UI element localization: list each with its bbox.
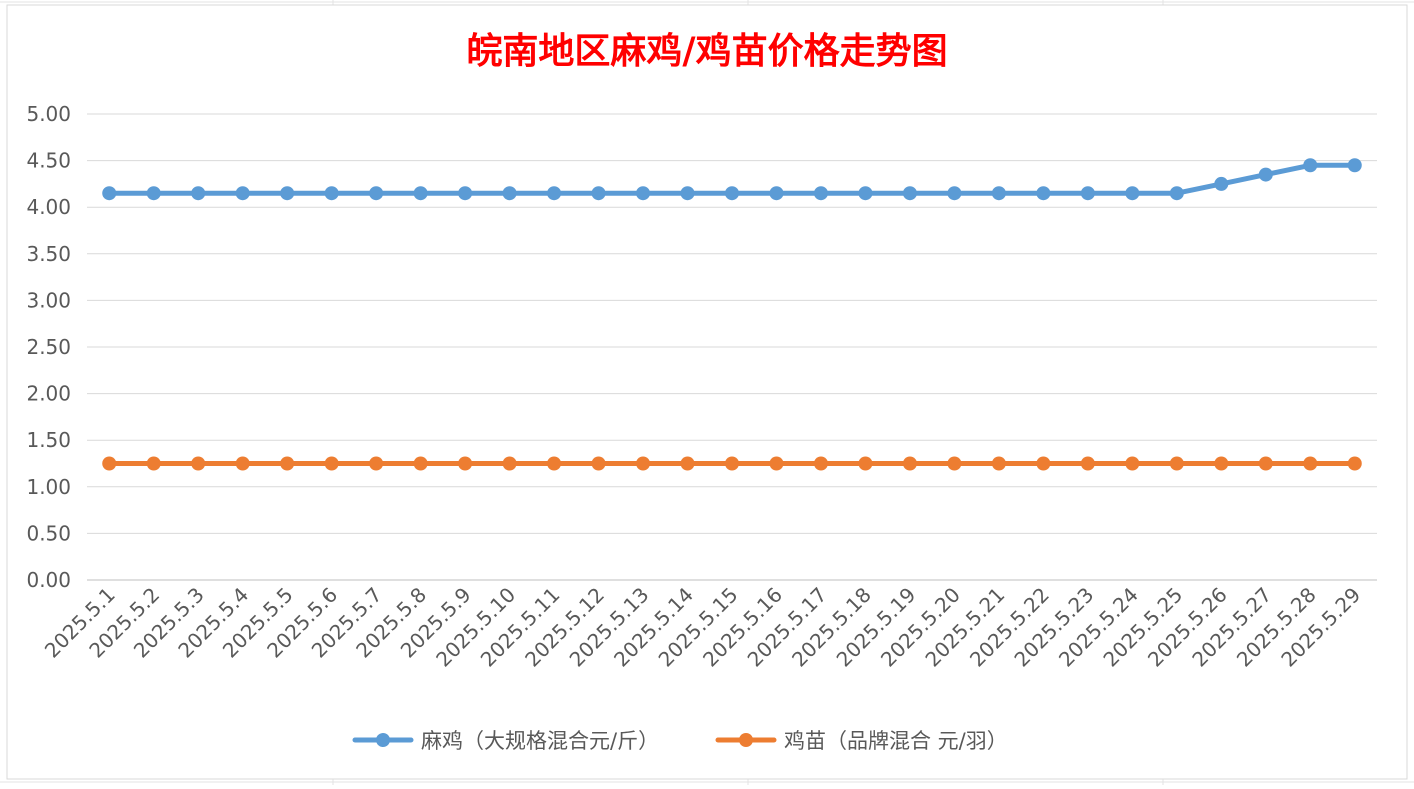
y-tick-label: 2.00 xyxy=(26,382,71,406)
data-point xyxy=(146,186,161,201)
data-point xyxy=(725,456,739,471)
data-point xyxy=(413,456,428,471)
data-point xyxy=(1258,456,1273,471)
data-point xyxy=(991,456,1006,471)
data-point xyxy=(102,186,117,201)
data-point xyxy=(636,456,651,471)
data-point xyxy=(1080,456,1095,471)
y-tick-label: 5.00 xyxy=(26,102,71,126)
legend-swatch-marker xyxy=(739,733,753,747)
data-point xyxy=(235,186,250,201)
data-point xyxy=(191,186,206,201)
chart-area-border xyxy=(6,4,1408,780)
data-point xyxy=(413,186,428,201)
y-tick-label: 4.00 xyxy=(26,195,71,219)
y-tick-label: 3.00 xyxy=(26,288,71,312)
data-point xyxy=(102,456,117,471)
data-point xyxy=(547,456,562,471)
data-point xyxy=(1169,456,1184,471)
data-point xyxy=(591,456,606,471)
data-point xyxy=(769,186,784,201)
data-point xyxy=(369,186,384,201)
data-point xyxy=(324,186,339,201)
data-point xyxy=(636,186,651,201)
data-point xyxy=(680,456,695,471)
y-tick-label: 4.50 xyxy=(26,149,71,173)
data-point xyxy=(902,456,917,471)
data-point xyxy=(1303,158,1318,173)
legend-swatch-marker xyxy=(376,733,390,747)
plot-gridlines xyxy=(87,113,1377,581)
data-point xyxy=(725,186,739,201)
data-point xyxy=(235,456,250,471)
data-point xyxy=(1303,456,1318,471)
y-tick-label: 3.50 xyxy=(26,242,71,266)
data-point xyxy=(1080,186,1095,201)
data-point xyxy=(813,456,828,471)
data-point xyxy=(1258,167,1273,182)
data-point xyxy=(547,186,562,201)
data-point xyxy=(146,456,161,471)
data-point xyxy=(324,456,339,471)
legend: 麻鸡（大规格混合元/斤） 鸡苗（品牌混合 元/羽） xyxy=(352,729,1008,753)
data-point xyxy=(680,186,695,201)
data-point xyxy=(947,186,962,201)
data-point xyxy=(1036,186,1051,201)
data-point xyxy=(1347,158,1362,173)
data-point xyxy=(502,186,517,201)
data-point xyxy=(991,186,1006,201)
data-point xyxy=(1036,456,1051,471)
chart-title: 皖南地区麻鸡/鸡苗价格走势图 xyxy=(466,30,947,72)
series-points xyxy=(102,158,1362,471)
y-axis: 0.00 0.50 1.00 1.50 2.00 2.50 3.00 3.50 4.00 4.50… xyxy=(26,102,71,592)
y-tick-label: 0.00 xyxy=(26,568,71,592)
y-tick-label: 0.50 xyxy=(26,521,71,545)
data-point xyxy=(458,456,473,471)
data-point xyxy=(813,186,828,201)
data-point xyxy=(1214,176,1229,191)
data-point xyxy=(1347,456,1362,471)
data-point xyxy=(502,456,517,471)
y-tick-label: 1.50 xyxy=(26,428,71,452)
data-point xyxy=(1169,186,1184,201)
data-point xyxy=(369,456,384,471)
data-point xyxy=(280,456,295,471)
data-point xyxy=(1125,456,1140,471)
y-tick-label: 2.50 xyxy=(26,335,71,359)
data-point xyxy=(947,456,962,471)
data-point xyxy=(858,456,873,471)
data-point xyxy=(191,456,206,471)
data-point xyxy=(458,186,473,201)
legend-entry-0: 麻鸡（大规格混合元/斤） xyxy=(352,729,659,753)
legend-label: 麻鸡（大规格混合元/斤） xyxy=(421,729,659,753)
data-point xyxy=(902,186,917,201)
data-point xyxy=(769,456,784,471)
data-point xyxy=(1125,186,1140,201)
data-point xyxy=(858,186,873,201)
legend-entry-1: 鸡苗（品牌混合 元/羽） xyxy=(715,729,1008,753)
data-point xyxy=(280,186,295,201)
data-point xyxy=(1214,456,1229,471)
y-tick-label: 1.00 xyxy=(26,475,71,499)
data-point xyxy=(591,186,606,201)
legend-label: 鸡苗（品牌混合 元/羽） xyxy=(784,729,1008,753)
